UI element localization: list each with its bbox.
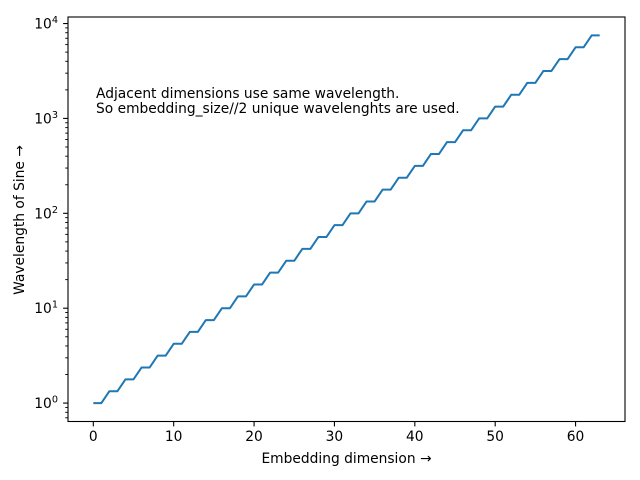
x-tick-label: 60 — [567, 429, 585, 445]
x-axis-label: Embedding dimension → — [261, 451, 431, 467]
x-tick-label: 50 — [486, 429, 504, 445]
annotation-line-2: So embedding_size//2 unique wavelenghts … — [96, 101, 460, 117]
plot-area: 0 10 20 30 40 50 60 100 101 102 103 104 — [34, 15, 626, 445]
x-tick-label: 30 — [326, 429, 344, 445]
axes-spines — [67, 16, 626, 423]
annotation-line-1: Adjacent dimensions use same wavelength. — [96, 86, 399, 102]
y-tick-label: 100 — [34, 395, 58, 413]
y-tick-label: 104 — [34, 15, 58, 33]
y-axis-label: Wavelength of Sine → — [12, 145, 28, 295]
y-tick-label: 103 — [34, 110, 58, 128]
x-tick-label: 0 — [89, 429, 98, 445]
x-tick-label: 20 — [245, 429, 263, 445]
x-tick-label: 10 — [165, 429, 183, 445]
x-tick-label: 40 — [406, 429, 424, 445]
y-tick-label: 101 — [34, 300, 58, 318]
wavelength-line — [93, 34, 600, 405]
y-tick-label: 102 — [34, 205, 58, 223]
